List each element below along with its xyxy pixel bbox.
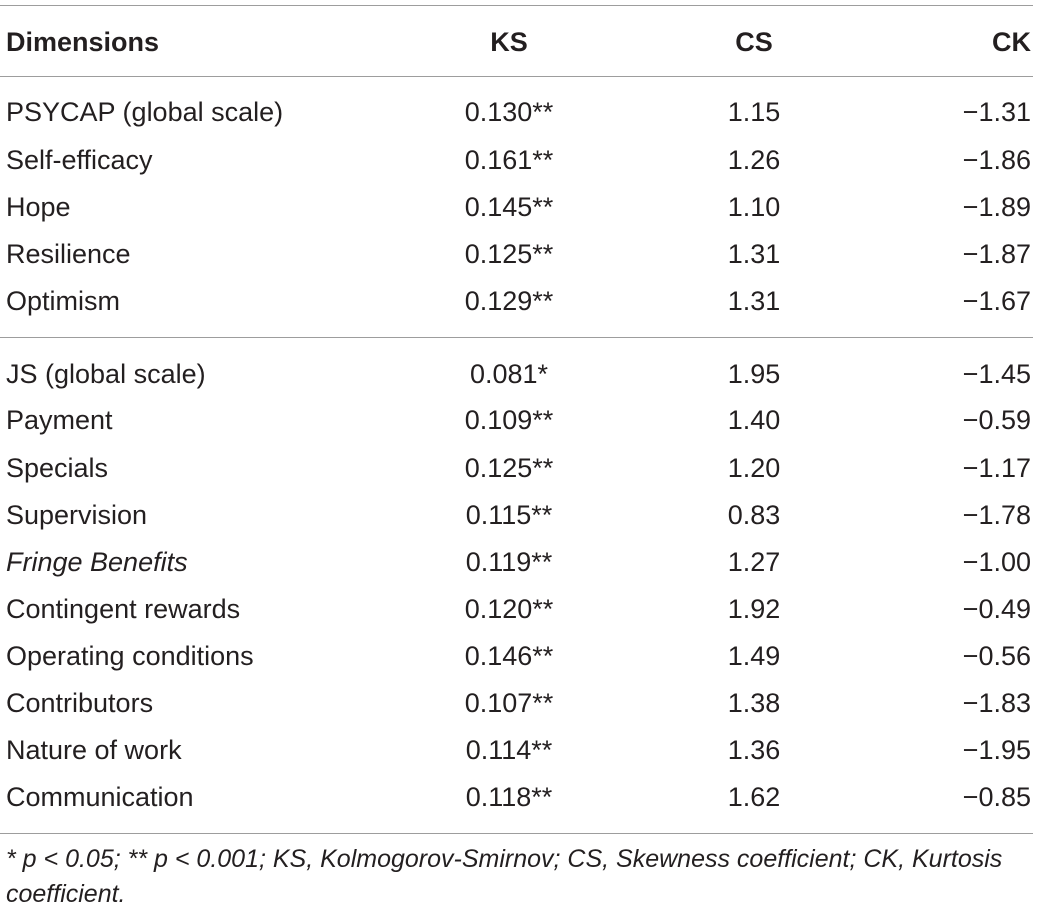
cell-dimension: Fringe Benefits xyxy=(6,547,188,577)
cell-dimension: Optimism xyxy=(6,286,120,316)
cell-dimension: Self-efficacy xyxy=(6,145,153,175)
cell-dimension: Payment xyxy=(6,405,113,435)
cell-dimension: Contributors xyxy=(6,688,154,718)
cell-dimension: Communication xyxy=(6,782,194,812)
table-bottom-rule xyxy=(0,833,1033,834)
cell-dimension: PSYCAP (global scale) xyxy=(6,97,284,127)
cell-cs: 1.49 xyxy=(727,641,781,671)
table-row: Nature of work 0.114** 1.36 −1.95 xyxy=(0,730,1039,770)
cell-cs: 1.38 xyxy=(727,688,781,718)
cell-ck: −1.31 xyxy=(962,97,1031,127)
cell-ck: −1.87 xyxy=(962,239,1031,269)
cell-ck: −1.67 xyxy=(962,286,1031,316)
cell-cs: 1.26 xyxy=(727,145,781,175)
table-row: Optimism 0.129** 1.31 −1.67 xyxy=(0,281,1039,321)
cell-ck: −0.49 xyxy=(962,594,1031,624)
table-row: Supervision 0.115** 0.83 −1.78 xyxy=(0,495,1039,535)
table-top-rule xyxy=(0,5,1033,6)
cell-cs: 1.62 xyxy=(727,782,781,812)
group-divider-rule xyxy=(0,337,1033,338)
header-dimensions: Dimensions xyxy=(6,27,160,57)
cell-ck: −1.95 xyxy=(962,735,1031,765)
cell-ck: −1.45 xyxy=(962,359,1031,389)
cell-ck: −1.86 xyxy=(962,145,1031,175)
cell-dimension: JS (global scale) xyxy=(6,359,206,389)
table-header-row: Dimensions KS CS CK xyxy=(0,22,1039,62)
cell-ks: 0.146** xyxy=(464,641,554,671)
table-footnote: * p < 0.05; ** p < 0.001; KS, Kolmogorov… xyxy=(6,845,1003,908)
table-row: PSYCAP (global scale) 0.130** 1.15 −1.31 xyxy=(0,92,1039,132)
table-row: Hope 0.145** 1.10 −1.89 xyxy=(0,187,1039,227)
cell-cs: 1.31 xyxy=(727,286,781,316)
cell-cs: 1.15 xyxy=(727,97,781,127)
table-row: Specials 0.125** 1.20 −1.17 xyxy=(0,448,1039,488)
cell-ks: 0.081* xyxy=(469,359,549,389)
cell-cs: 1.40 xyxy=(727,405,781,435)
cell-ks: 0.114** xyxy=(465,735,553,765)
header-ks: KS xyxy=(490,27,528,57)
table-row: Fringe Benefits 0.119** 1.27 −1.00 xyxy=(0,542,1039,582)
cell-dimension: Resilience xyxy=(6,239,131,269)
cell-ks: 0.125** xyxy=(464,239,554,269)
cell-cs: 1.10 xyxy=(727,192,781,222)
table-row: Contributors 0.107** 1.38 −1.83 xyxy=(0,683,1039,723)
header-cs: CS xyxy=(735,27,773,57)
cell-ks: 0.120** xyxy=(464,594,554,624)
cell-ks: 0.109** xyxy=(464,405,554,435)
cell-ks: 0.115** xyxy=(465,500,553,530)
cell-ks: 0.107** xyxy=(464,688,554,718)
cell-ks: 0.119** xyxy=(465,547,553,577)
cell-dimension: Nature of work xyxy=(6,735,182,765)
cell-ks: 0.129** xyxy=(464,286,554,316)
cell-cs: 1.20 xyxy=(727,453,781,483)
cell-ks: 0.118** xyxy=(465,782,553,812)
cell-dimension: Specials xyxy=(6,453,109,483)
header-bottom-rule xyxy=(0,76,1033,77)
table-row: Contingent rewards 0.120** 1.92 −0.49 xyxy=(0,589,1039,629)
cell-ck: −0.56 xyxy=(962,641,1031,671)
table-row: Self-efficacy 0.161** 1.26 −1.86 xyxy=(0,140,1039,180)
cell-ck: −1.00 xyxy=(962,547,1031,577)
cell-ck: −1.78 xyxy=(962,500,1031,530)
cell-ck: −0.85 xyxy=(962,782,1031,812)
cell-dimension: Operating conditions xyxy=(6,641,254,671)
cell-dimension: Contingent rewards xyxy=(6,594,241,624)
cell-cs: 1.95 xyxy=(727,359,781,389)
cell-cs: 0.83 xyxy=(727,500,781,530)
cell-ck: −1.17 xyxy=(962,453,1031,483)
cell-dimension: Supervision xyxy=(6,500,148,530)
cell-cs: 1.36 xyxy=(727,735,781,765)
table-row: Resilience 0.125** 1.31 −1.87 xyxy=(0,234,1039,274)
cell-cs: 1.92 xyxy=(727,594,781,624)
table-row: Communication 0.118** 1.62 −0.85 xyxy=(0,777,1039,817)
cell-ck: −1.83 xyxy=(962,688,1031,718)
cell-dimension: Hope xyxy=(6,192,71,222)
cell-cs: 1.31 xyxy=(727,239,781,269)
table-row: Payment 0.109** 1.40 −0.59 xyxy=(0,400,1039,440)
cell-ks: 0.130** xyxy=(464,97,554,127)
table-row: Operating conditions 0.146** 1.49 −0.56 xyxy=(0,636,1039,676)
header-ck: CK xyxy=(992,27,1031,57)
cell-ks: 0.161** xyxy=(464,145,554,175)
cell-ks: 0.125** xyxy=(464,453,554,483)
cell-ks: 0.145** xyxy=(464,192,554,222)
cell-ck: −0.59 xyxy=(962,405,1031,435)
table-row: JS (global scale) 0.081* 1.95 −1.45 xyxy=(0,354,1039,394)
cell-cs: 1.27 xyxy=(727,547,781,577)
cell-ck: −1.89 xyxy=(962,192,1031,222)
